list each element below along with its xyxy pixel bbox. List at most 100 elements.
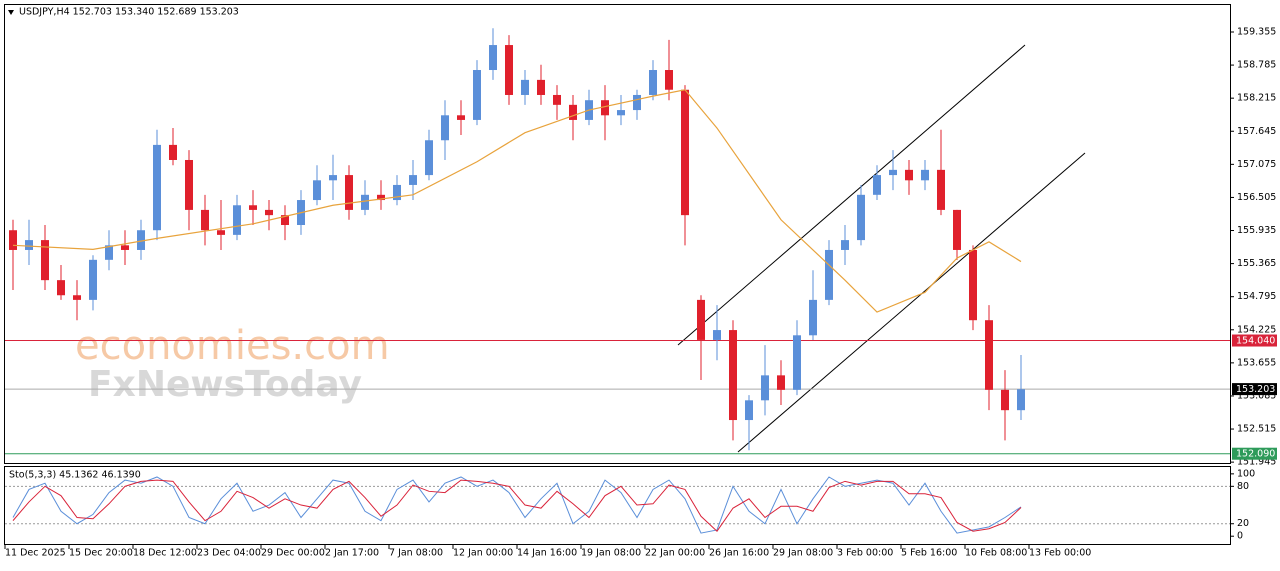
candle-body <box>25 240 33 250</box>
candle-body <box>345 175 353 210</box>
candle-body <box>857 194 865 241</box>
stoch-tick-label: 0 <box>1237 531 1243 542</box>
x-tick-label: 26 Jan 16:00 <box>709 548 769 559</box>
y-tick-label: 151.945 <box>1237 457 1276 468</box>
candle-body <box>89 259 97 300</box>
candle-body <box>361 194 369 210</box>
stoch-tick-label: 80 <box>1237 481 1249 492</box>
candle-body <box>409 175 417 185</box>
y-tick-label: 154.795 <box>1237 291 1276 302</box>
candle-body <box>473 70 481 120</box>
x-tick-label: 18 Dec 12:00 <box>133 548 197 559</box>
x-tick-label: 10 Feb 08:00 <box>965 548 1027 559</box>
watermark-2: FxNewsToday <box>88 364 362 405</box>
x-tick-label: 12 Jan 00:00 <box>453 548 513 559</box>
candle-body <box>329 175 337 181</box>
x-tick-label: 7 Jan 08:00 <box>389 548 443 559</box>
candle-body <box>985 320 993 390</box>
candle-body <box>217 230 225 235</box>
candle-body <box>201 209 209 231</box>
candle-body <box>665 70 673 90</box>
x-tick-label: 29 Jan 08:00 <box>773 548 833 559</box>
candle-body <box>1001 389 1009 411</box>
candle-body <box>73 295 81 300</box>
level-label-box <box>1232 334 1277 347</box>
candle-body <box>57 280 65 296</box>
candle-body <box>121 245 129 250</box>
level-label: 153.203 <box>1236 384 1275 395</box>
y-tick-label: 152.515 <box>1237 424 1276 435</box>
level-label-box <box>1232 383 1277 396</box>
x-tick-label: 2 Jan 17:00 <box>325 548 379 559</box>
x-tick-label: 23 Dec 04:00 <box>197 548 261 559</box>
candle-body <box>425 140 433 176</box>
candle-body <box>1017 389 1025 411</box>
level-label: 154.040 <box>1236 336 1275 347</box>
candle-body <box>617 110 625 116</box>
candle-body <box>713 330 721 340</box>
candle-body <box>313 180 321 201</box>
menu-arrow <box>8 10 14 15</box>
candle-body <box>953 209 961 250</box>
candle-body <box>457 115 465 120</box>
x-tick-label: 14 Jan 16:00 <box>517 548 577 559</box>
y-tick-label: 157.645 <box>1237 126 1276 137</box>
channel-upper <box>677 44 1026 346</box>
main-panel <box>4 4 1231 464</box>
candle-body <box>793 335 801 390</box>
x-tick-label: 13 Feb 00:00 <box>1029 548 1091 559</box>
x-tick-label: 5 Feb 16:00 <box>901 548 957 559</box>
candle-body <box>905 169 913 181</box>
candle-body <box>281 215 289 226</box>
stoch-line <box>12 479 1022 532</box>
candle-body <box>137 230 145 250</box>
candle-body <box>393 184 401 201</box>
y-tick-label: 159.355 <box>1237 26 1276 37</box>
candle-body <box>649 70 657 95</box>
candle-body <box>185 159 193 210</box>
candle-body <box>9 230 17 250</box>
moving-average <box>12 89 1022 313</box>
candle-body <box>489 45 497 71</box>
candle-body <box>553 94 561 105</box>
level-label-box <box>1232 447 1277 460</box>
x-tick-label: 3 Feb 00:00 <box>837 548 893 559</box>
candle-body <box>153 144 161 231</box>
candle-body <box>569 104 577 120</box>
candle-body <box>841 240 849 250</box>
candle-body <box>537 79 545 95</box>
watermark-1: economies.com <box>75 323 390 369</box>
candle-body <box>889 169 897 176</box>
stoch-line <box>12 476 1022 534</box>
y-tick-label: 158.785 <box>1237 60 1276 71</box>
stoch-tick-label: 100 <box>1237 468 1255 479</box>
candle-body <box>105 245 113 260</box>
level-label: 152.090 <box>1236 449 1275 460</box>
stoch-title: Sto(5,3,3) 45.1362 46.1390 <box>9 470 141 481</box>
candle-body <box>377 194 385 201</box>
channel-lower <box>737 152 1086 453</box>
y-tick-label: 156.505 <box>1237 192 1276 203</box>
candle-body <box>745 400 753 421</box>
candle-body <box>265 209 273 216</box>
y-tick-label: 155.935 <box>1237 225 1276 236</box>
candle-body <box>441 115 449 141</box>
candle-body <box>633 94 641 111</box>
candle-body <box>969 249 977 321</box>
x-tick-label: 15 Dec 20:00 <box>69 548 133 559</box>
candle-body <box>729 330 737 421</box>
candle-body <box>249 205 257 210</box>
y-tick-label: 153.085 <box>1237 390 1276 401</box>
candle-body <box>761 375 769 401</box>
y-tick-label: 154.225 <box>1237 324 1276 335</box>
candle-body <box>825 249 833 300</box>
y-tick-label: 158.215 <box>1237 93 1276 104</box>
candle-body <box>873 175 881 195</box>
y-tick-label: 157.075 <box>1237 159 1276 170</box>
candle-body <box>601 100 609 116</box>
candle-body <box>521 79 529 95</box>
candle-body <box>169 144 177 160</box>
chart-header: USDJPY,H4 152.703 153.340 152.689 153.20… <box>19 7 239 18</box>
